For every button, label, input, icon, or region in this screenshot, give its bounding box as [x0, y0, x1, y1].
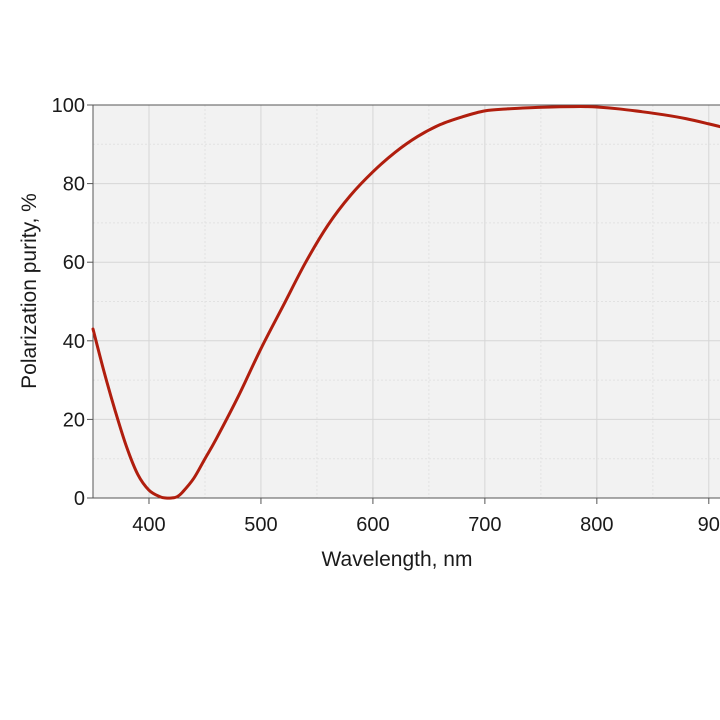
x-axis-title: Wavelength, nm — [322, 548, 473, 571]
x-axis-ticks: 400 500 600 700 800 90 — [132, 498, 720, 536]
y-axis-ticks: 0 20 40 60 80 100 — [52, 95, 93, 510]
grid — [93, 105, 720, 498]
x-tick-label: 600 — [356, 514, 389, 536]
x-tick-label: 700 — [468, 514, 501, 536]
x-tick-label: 400 — [132, 514, 165, 536]
axes — [92, 104, 720, 499]
x-tick-label: 800 — [580, 514, 613, 536]
series-group — [91, 105, 720, 500]
y-tick-label: 20 — [63, 409, 85, 431]
y-axis-title: Polarization purity, % — [18, 193, 41, 389]
y-tick-label: 80 — [63, 174, 85, 196]
y-tick-label: 0 — [74, 488, 85, 510]
y-tick-label: 40 — [63, 331, 85, 353]
series-line — [91, 105, 720, 500]
y-tick-label: 60 — [63, 252, 85, 274]
x-tick-label: 90 — [698, 514, 720, 536]
x-tick-label: 500 — [244, 514, 277, 536]
y-tick-label: 100 — [52, 95, 85, 117]
